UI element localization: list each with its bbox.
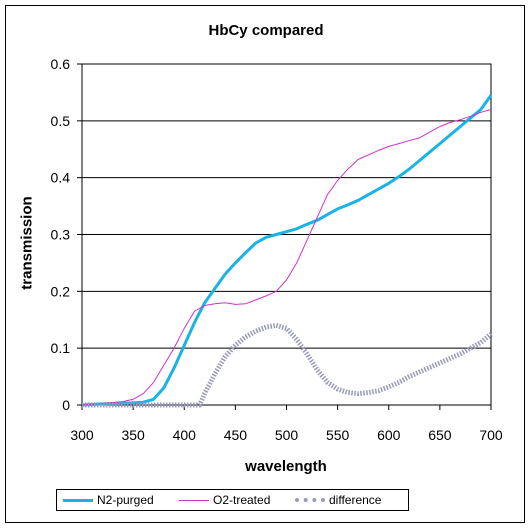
y-tick-label-3: 0.3 bbox=[51, 227, 71, 243]
chart-title: HbCy compared bbox=[208, 22, 324, 39]
y-axis-label-text: transmission bbox=[18, 196, 36, 290]
chart-legend: N2-purged O2-treated difference bbox=[56, 489, 409, 511]
x-tick-label-2: 400 bbox=[173, 427, 197, 443]
legend-item-difference: difference bbox=[295, 493, 381, 507]
x-tick-label-0: 300 bbox=[70, 427, 94, 443]
legend-swatch-o2-treated bbox=[179, 499, 209, 501]
x-tick-label-8: 700 bbox=[479, 427, 503, 443]
series-line-o2-treated bbox=[81, 109, 492, 406]
x-tick-label-7: 650 bbox=[428, 427, 452, 443]
x-axis-label: wavelength bbox=[245, 458, 327, 475]
y-tick-label-6: 0.6 bbox=[51, 56, 71, 72]
legend-label-n2-purged: N2-purged bbox=[97, 493, 154, 507]
legend-swatch-difference bbox=[295, 498, 325, 502]
legend-item-o2-treated: O2-treated bbox=[179, 493, 270, 507]
x-tick-label-6: 600 bbox=[377, 427, 401, 443]
legend-item-n2-purged: N2-purged bbox=[63, 493, 154, 507]
x-tick-label-5: 550 bbox=[326, 427, 350, 443]
series-line-n2-purged bbox=[81, 94, 493, 407]
y-tick-label-5: 0.5 bbox=[51, 113, 71, 129]
legend-label-o2-treated: O2-treated bbox=[213, 493, 271, 507]
y-tick-label-2: 0.2 bbox=[51, 283, 71, 299]
y-tick-label-4: 0.4 bbox=[51, 170, 71, 186]
legend-swatch-n2-purged bbox=[63, 498, 93, 502]
x-tick-label-1: 350 bbox=[121, 427, 145, 443]
y-tick-label-1: 0.1 bbox=[51, 340, 71, 356]
series-line-difference bbox=[82, 322, 493, 408]
y-tick-label-0: 0 bbox=[62, 397, 70, 413]
legend-label-difference: difference bbox=[329, 493, 382, 507]
x-tick-label-3: 450 bbox=[224, 427, 248, 443]
x-tick-label-4: 500 bbox=[275, 427, 299, 443]
